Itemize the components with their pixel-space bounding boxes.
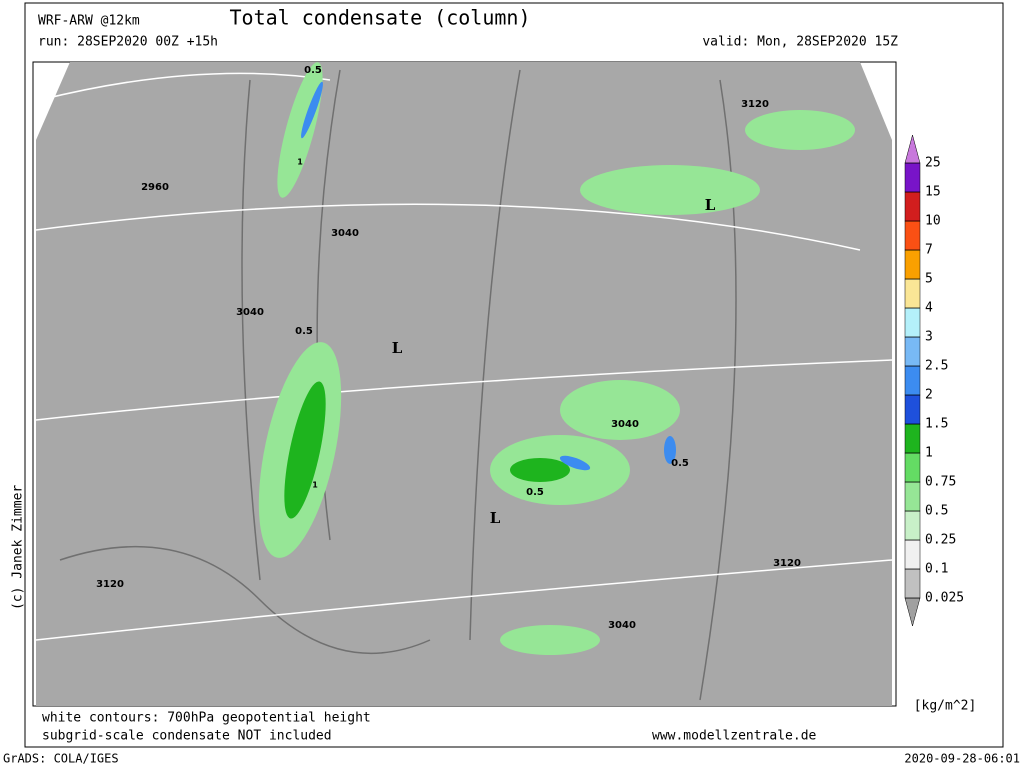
map-label: 3120 [741, 99, 769, 110]
colorbar-unit: [kg/m^2] [914, 699, 977, 714]
map-label: 3040 [331, 228, 359, 239]
map-label: 3040 [236, 307, 264, 318]
map-labels: 2960 3040 3040 3040 3120 3120 3120 3040 L L L 0.5 1 0… [96, 65, 801, 631]
colorbar-label: 1.5 [925, 417, 948, 432]
condensate-heavy [284, 381, 570, 519]
map-label: 2960 [141, 182, 169, 193]
condensate-max [301, 81, 676, 471]
footer-note: subgrid-scale condensate NOT included [42, 729, 332, 744]
colorbar-box [904, 423, 921, 454]
map-title: Total condensate (column) [229, 6, 530, 30]
map-label: 3120 [773, 558, 801, 569]
colorbar-box [904, 481, 921, 512]
colorbar-label: 0.75 [925, 475, 956, 490]
colorbar-label: 2.5 [925, 359, 948, 374]
colorbar-label: 25 [925, 156, 941, 171]
valid-label: valid: Mon, 28SEP2020 15Z [702, 35, 898, 50]
height-contours [35, 72, 893, 641]
colorbar-box [904, 220, 921, 251]
map-label: 0.5 [295, 326, 313, 337]
colorbar-box [904, 510, 921, 541]
colorbar-label: 15 [925, 185, 941, 200]
colorbar-label: 4 [925, 301, 933, 316]
colorbar-label: 1 [925, 446, 933, 461]
colorbar-box [904, 452, 921, 483]
map [32, 61, 897, 707]
colorbar-box [904, 162, 921, 193]
footer-note: white contours: 700hPa geopotential heig… [42, 711, 371, 726]
colorbar-label: 10 [925, 214, 941, 229]
colorbar: 0.025 0.1 0.25 0.5 0.75 1 1.5 2 2.5 3 4 5 7 10 15 25 [904, 134, 964, 627]
frame [24, 2, 1004, 748]
map-label: 3040 [608, 620, 636, 631]
colorbar-box [904, 365, 921, 396]
map-label: 3040 [611, 419, 639, 430]
colorbar-label: 0.5 [925, 504, 948, 519]
timestamp: 2020-09-28-06:01 [904, 752, 1020, 766]
map-label: 0.5 [304, 65, 322, 76]
colorbar-box [904, 394, 921, 425]
colorbar-label: 0.25 [925, 533, 956, 548]
colorbar-label: 7 [925, 243, 933, 258]
run-label: run: 28SEP2020 00Z +15h [38, 35, 218, 50]
colorbar-label: 2 [925, 388, 933, 403]
colorbar-box [904, 336, 921, 367]
colorbar-label: 0.025 [925, 591, 964, 606]
colorbar-box [904, 278, 921, 309]
map-label: L [392, 339, 403, 357]
colorbar-box [904, 539, 921, 570]
map-label: 1 [312, 481, 318, 490]
coastlines [59, 69, 737, 701]
map-label: 0.5 [526, 487, 544, 498]
colorbar-box [904, 191, 921, 222]
domain [36, 62, 892, 706]
map-label: L [490, 509, 501, 527]
credit: (c) Janek Zimmer [11, 485, 26, 610]
colorbar-box [904, 249, 921, 280]
colorbar-label: 0.1 [925, 562, 948, 577]
model-label: WRF-ARW @12km [38, 14, 140, 29]
map-label: 0.5 [671, 458, 689, 469]
map-label: L [705, 196, 716, 214]
footer-site: www.modellzentrale.de [652, 729, 817, 744]
map-label: 3120 [96, 579, 124, 590]
software-label: GrADS: COLA/IGES [3, 752, 119, 766]
map-label: 1 [297, 158, 303, 167]
colorbar-label: 5 [925, 272, 933, 287]
colorbar-box [904, 307, 921, 338]
colorbar-extend [904, 597, 921, 627]
colorbar-extend [904, 134, 921, 164]
colorbar-label: 3 [925, 330, 933, 345]
colorbar-box [904, 568, 921, 599]
